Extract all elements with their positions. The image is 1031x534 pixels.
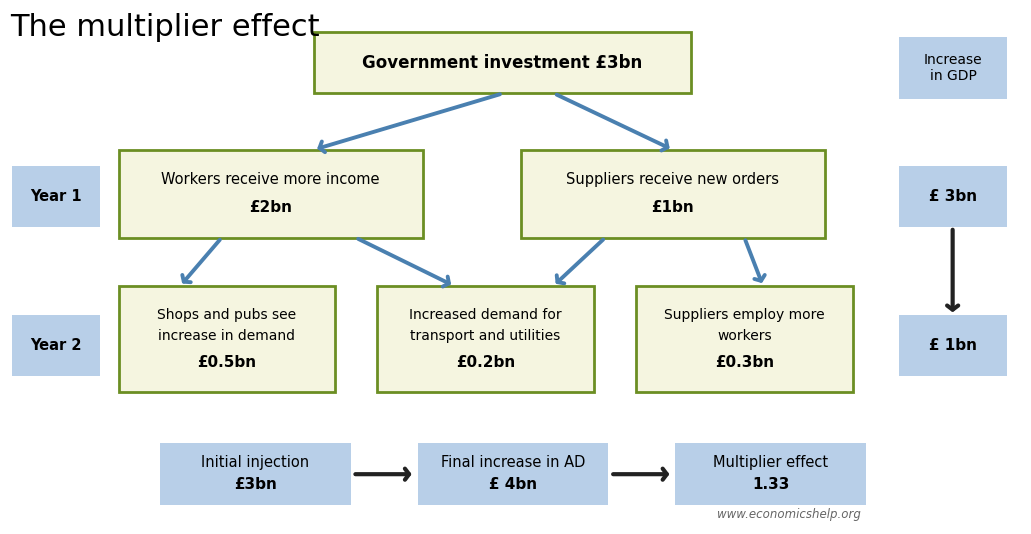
Text: Workers receive more income: Workers receive more income — [162, 172, 379, 187]
Text: Final increase in AD: Final increase in AD — [440, 455, 586, 470]
Text: £0.2bn: £0.2bn — [456, 355, 516, 370]
Text: 1.33: 1.33 — [752, 477, 790, 492]
Text: Shops and pubs see: Shops and pubs see — [158, 308, 296, 322]
Text: £3bn: £3bn — [234, 477, 276, 492]
Text: The multiplier effect: The multiplier effect — [10, 13, 320, 42]
Text: Initial injection: Initial injection — [201, 455, 309, 470]
Text: Year 2: Year 2 — [31, 338, 81, 354]
Text: workers: workers — [718, 329, 771, 343]
FancyBboxPatch shape — [418, 443, 608, 505]
Text: www.economicshelp.org: www.economicshelp.org — [717, 508, 861, 521]
Text: £ 3bn: £ 3bn — [929, 189, 977, 204]
FancyBboxPatch shape — [899, 315, 1007, 376]
Text: £2bn: £2bn — [250, 200, 292, 215]
FancyBboxPatch shape — [899, 37, 1007, 99]
FancyBboxPatch shape — [12, 166, 100, 227]
FancyBboxPatch shape — [119, 150, 423, 238]
Text: £ 4bn: £ 4bn — [489, 477, 537, 492]
FancyBboxPatch shape — [119, 286, 335, 392]
Text: Increase
in GDP: Increase in GDP — [924, 53, 983, 83]
Text: Government investment £3bn: Government investment £3bn — [363, 54, 642, 72]
Text: £1bn: £1bn — [652, 200, 694, 215]
FancyBboxPatch shape — [521, 150, 825, 238]
Text: Increased demand for: Increased demand for — [409, 308, 562, 322]
FancyBboxPatch shape — [377, 286, 594, 392]
FancyBboxPatch shape — [160, 443, 351, 505]
FancyBboxPatch shape — [314, 32, 691, 93]
Text: transport and utilities: transport and utilities — [410, 329, 561, 343]
Text: £0.5bn: £0.5bn — [197, 355, 257, 370]
Text: £ 1bn: £ 1bn — [929, 338, 977, 354]
FancyBboxPatch shape — [899, 166, 1007, 227]
Text: increase in demand: increase in demand — [159, 329, 295, 343]
Text: Suppliers receive new orders: Suppliers receive new orders — [566, 172, 779, 187]
FancyBboxPatch shape — [675, 443, 866, 505]
Text: Year 1: Year 1 — [30, 189, 82, 204]
Text: Suppliers employ more: Suppliers employ more — [664, 308, 825, 322]
FancyBboxPatch shape — [636, 286, 853, 392]
FancyBboxPatch shape — [12, 315, 100, 376]
Text: Multiplier effect: Multiplier effect — [713, 455, 828, 470]
Text: £0.3bn: £0.3bn — [714, 355, 774, 370]
